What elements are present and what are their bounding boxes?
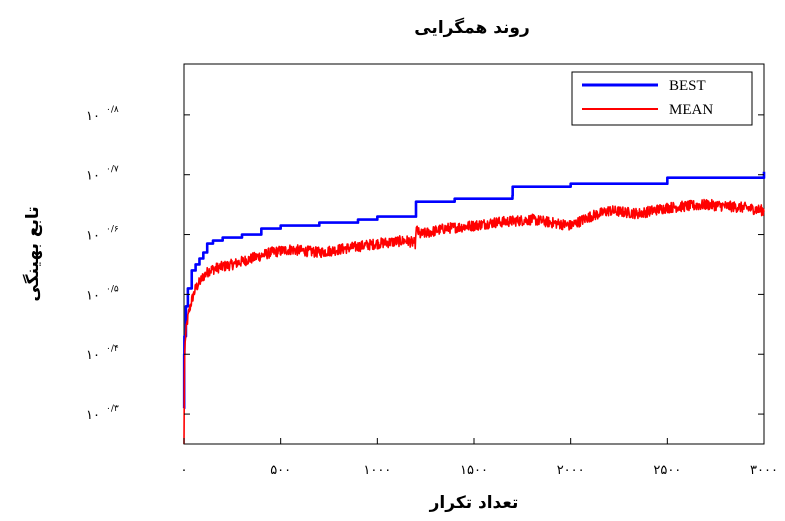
series-layer [182, 171, 766, 445]
y-axis: ۱۰ ۰/۳ ۱۰ ۰/۴ ۱۰ ۰/۵ ۱۰ ۰/۶ ۱۰ ۰/۷ ۱۰ ۰/۸ [86, 105, 764, 423]
x-axis-label: تعداد تکرار [429, 493, 519, 513]
y-tick-label-base: ۱۰ [86, 408, 100, 423]
x-tick-label: ۳۰۰۰ [750, 463, 778, 478]
y-tick-label-exponent: ۰/۴ [106, 344, 119, 354]
chart-title: روند همگرایی [414, 17, 530, 38]
y-tick-label-base: ۱۰ [86, 229, 100, 244]
y-tick-label-base: ۱۰ [86, 288, 100, 303]
y-tick-label-exponent: ۰/۵ [106, 284, 119, 294]
x-tick-label: ۱۰۰۰ [363, 463, 391, 478]
legend: BEST MEAN [571, 71, 753, 126]
y-tick-label-base: ۱۰ [86, 348, 100, 363]
x-tick-label: ۲۰۰۰ [557, 463, 585, 478]
y-axis-label: تابع بهینگی [22, 206, 43, 301]
y-tick-label-exponent: ۰/۷ [106, 165, 119, 175]
y-tick-label-exponent: ۰/۳ [106, 404, 119, 414]
x-axis: ۰ ۵۰۰ ۱۰۰۰ ۱۵۰۰ ۲۰۰۰ ۲۵۰۰ ۳۰۰۰ [181, 438, 778, 478]
legend-label-mean: MEAN [669, 102, 713, 118]
x-tick-label: ۰ [181, 463, 188, 478]
x-tick-label: ۱۵۰۰ [460, 463, 488, 478]
legend-label-best: BEST [669, 78, 706, 94]
x-tick-label: ۲۵۰۰ [653, 463, 681, 478]
legend-box [571, 71, 753, 126]
y-tick-label-exponent: ۰/۶ [106, 225, 119, 235]
y-tick-label-base: ۱۰ [86, 109, 100, 124]
y-tick-label-base: ۱۰ [86, 169, 100, 184]
y-tick-label-exponent: ۰/۸ [106, 105, 119, 115]
series-line-mean [183, 198, 765, 445]
x-tick-label: ۵۰۰ [270, 463, 291, 478]
series-line-best [182, 171, 766, 410]
